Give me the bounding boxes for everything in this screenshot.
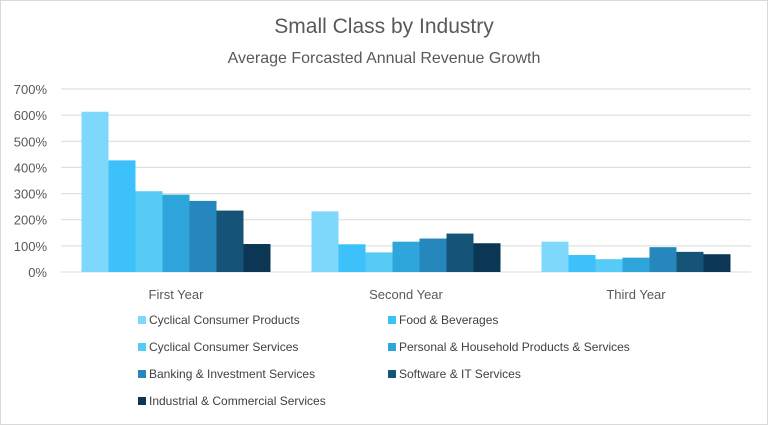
bar — [365, 252, 393, 272]
y-tick-label: 200% — [14, 213, 48, 228]
x-tick-label: Third Year — [606, 287, 666, 302]
bar — [473, 243, 501, 272]
y-tick-label: 600% — [14, 108, 48, 123]
bar — [649, 247, 677, 272]
legend-swatch — [138, 316, 146, 324]
bar — [676, 251, 704, 272]
legend-label: Industrial & Commercial Services — [149, 394, 326, 408]
legend-label: Food & Beverages — [399, 313, 498, 327]
y-tick-label: 0% — [28, 265, 47, 280]
bar — [622, 257, 650, 272]
x-tick-label: First Year — [149, 287, 205, 302]
x-tick-label: Second Year — [369, 287, 443, 302]
bar — [392, 241, 420, 272]
legend-swatch — [138, 343, 146, 351]
bar — [108, 160, 136, 272]
legend-label: Cyclical Consumer Products — [149, 313, 300, 327]
legend-swatch — [388, 343, 396, 351]
legend-label: Cyclical Consumer Services — [149, 340, 298, 354]
legend-label: Banking & Investment Services — [149, 367, 315, 381]
bar — [243, 244, 271, 272]
legend-swatch — [388, 316, 396, 324]
bar — [419, 238, 447, 272]
y-tick-label: 500% — [14, 134, 48, 149]
y-tick-label: 300% — [14, 187, 48, 202]
bar — [189, 200, 217, 272]
legend-label: Personal & Household Products & Services — [399, 340, 630, 354]
bar — [162, 194, 190, 272]
chart-subtitle: Average Forcasted Annual Revenue Growth — [228, 50, 541, 67]
bar — [595, 259, 623, 272]
legend-swatch — [138, 370, 146, 378]
bar — [135, 191, 163, 272]
legend-label: Software & IT Services — [399, 367, 521, 381]
bar — [81, 111, 109, 272]
legend-swatch — [138, 397, 146, 405]
bar — [568, 255, 596, 272]
bar — [541, 241, 569, 272]
y-tick-label: 100% — [14, 239, 48, 254]
bar — [703, 254, 731, 272]
chart-title: Small Class by Industry — [274, 15, 494, 38]
y-tick-label: 400% — [14, 160, 48, 175]
y-tick-label: 700% — [14, 82, 48, 97]
bar — [446, 233, 474, 272]
legend-swatch — [388, 370, 396, 378]
bar — [216, 210, 244, 272]
bar — [311, 211, 339, 272]
bar — [338, 244, 366, 272]
